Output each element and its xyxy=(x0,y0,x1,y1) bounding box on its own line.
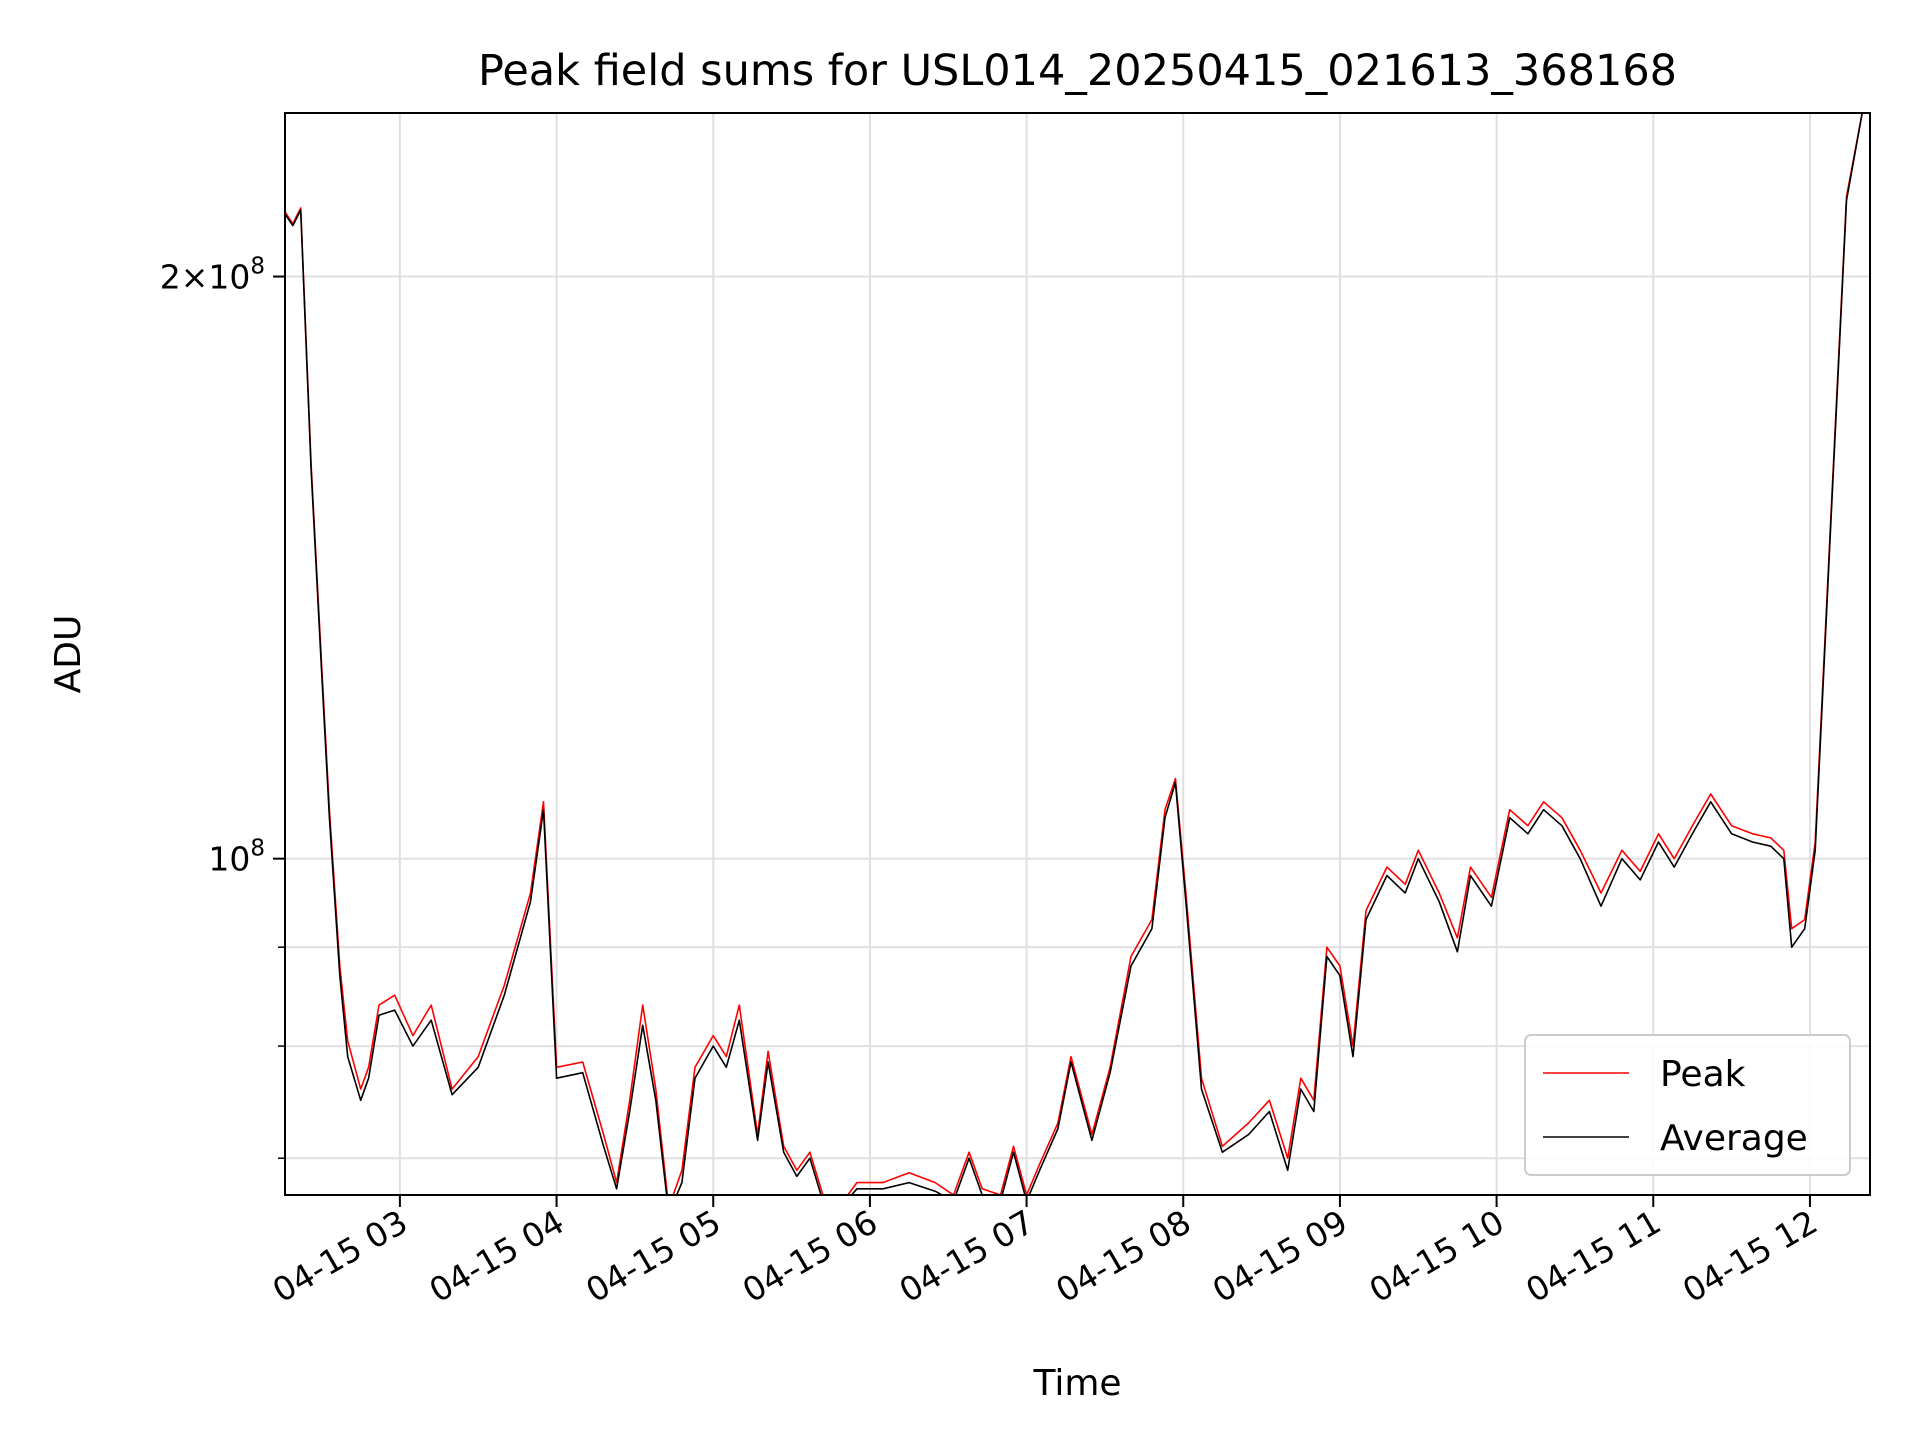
legend-box xyxy=(1524,1034,1851,1176)
legend-label-peak: Peak xyxy=(1660,1054,1746,1095)
legend: Peak Average xyxy=(1524,1034,1851,1176)
grid-layer xyxy=(285,113,1870,1195)
series-line-peak xyxy=(285,113,1863,1195)
y-axis-title: ADU xyxy=(48,615,89,694)
y-tick-label: 2×108 xyxy=(160,254,265,297)
legend-label-average: Average xyxy=(1660,1118,1808,1159)
y-tick-label: 108 xyxy=(208,836,265,879)
chart-title: Peak field sums for USL014_20250415_0216… xyxy=(478,46,1677,96)
series-line-average xyxy=(285,113,1863,1195)
plot-frame xyxy=(284,112,1871,1196)
series-layer xyxy=(285,113,1863,1195)
x-axis-title: Time xyxy=(1032,1363,1121,1404)
